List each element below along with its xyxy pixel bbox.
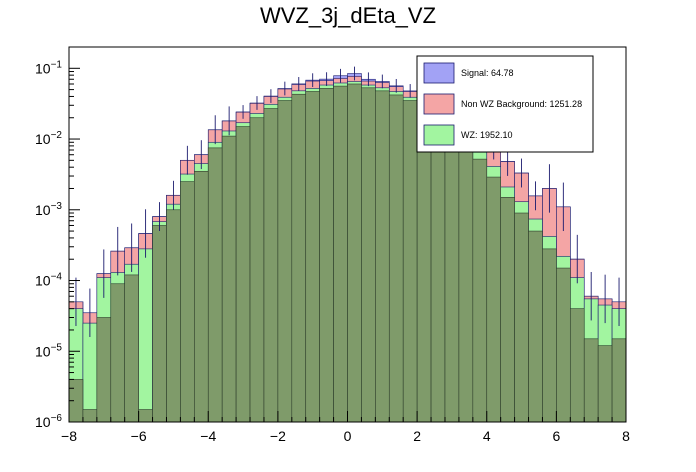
overlay-bar-26 [430,119,446,423]
overlay-bar-33 [528,230,543,423]
y-tick-base: 10 [35,414,51,430]
overlay-bar-8 [180,181,195,423]
y-tick-label: 10−4 [35,272,62,289]
legend-label-signal: Signal: 64.78 [461,68,514,78]
legend-swatch-non-wz-background [423,93,455,115]
overlay-bar-24 [402,100,418,423]
x-tick-label: 6 [552,428,560,444]
overlay-bar-12 [235,126,251,423]
overlay-bar-9 [194,170,209,423]
bar-wz-5 [138,248,153,423]
y-tick-exponent: −3 [51,201,63,212]
overlay-bar-30 [486,176,501,423]
overlay-bar-7 [166,209,181,423]
y-tick-label: 10−1 [35,59,62,76]
overlay-bar-29 [472,158,488,423]
overlay-bar-17 [305,91,320,423]
y-tick-base: 10 [35,273,51,289]
overlay-bar-23 [388,94,404,423]
overlay-bar-21 [361,87,376,423]
legend-swatch-wz [423,124,455,146]
y-tick-exponent: −2 [51,130,63,141]
overlay-bar-16 [291,93,307,423]
x-tick-label: −8 [61,428,77,444]
overlay-bar-28 [458,145,474,423]
x-tick-label: 2 [413,428,421,444]
x-tick-label: 0 [344,428,352,444]
x-tick-label: −6 [131,428,147,444]
legend-label-wz: WZ: 1952.10 [461,130,513,140]
overlay-bar-36 [569,308,585,423]
x-tick-label: −2 [270,428,286,444]
y-tick-base: 10 [35,202,51,218]
overlay-bar-20 [347,83,362,423]
overlay-bar-25 [416,108,432,423]
y-tick-base: 10 [35,343,51,359]
overlay-bar-32 [514,212,529,423]
overlay-bar-27 [444,133,460,423]
y-tick-base: 10 [35,131,51,147]
overlay-bar-15 [277,100,293,423]
chart-title: WVZ_3j_dEta_VZ [259,3,437,28]
overlay-bar-11 [221,135,237,423]
y-tick-base: 10 [35,60,51,76]
overlay-bar-3 [110,283,126,423]
overlay-bar-35 [556,267,571,423]
y-tick-label: 10−2 [35,130,62,147]
axes-layer: −8 −6 −4 −2 0 2 4 6 810−110−210−310−410−510−6 [35,46,630,444]
overlay-bar-39 [611,338,627,423]
overlay-bar-37 [583,338,599,423]
y-tick-exponent: −4 [51,272,63,283]
overlay-bar-5 [138,409,153,423]
overlay-bar-38 [597,345,613,423]
overlay-bar-19 [333,85,348,423]
bar-wz-1 [82,322,98,423]
overlay-bar-6 [152,225,167,423]
overlay-bar-2 [96,317,112,423]
overlay-bar-18 [319,88,334,423]
overlay-bar-34 [542,248,557,423]
x-tick-label: 8 [622,428,630,444]
y-tick-exponent: −5 [51,342,63,353]
legend: Signal: 64.78 Non WZ Background: 1251.28 W… [416,55,594,153]
overlay-bar-14 [263,108,279,423]
y-tick-label: 10−5 [35,342,62,359]
y-tick-exponent: −6 [51,413,63,424]
overlay-bar-4 [124,274,139,423]
legend-label-non-wz-background: Non WZ Background: 1251.28 [461,99,582,109]
overlay-bar-13 [249,117,265,423]
y-tick-exponent: −1 [51,59,63,70]
y-tick-label: 10−3 [35,201,62,218]
x-tick-label: 4 [483,428,491,444]
x-tick-label: −4 [200,428,216,444]
overlay-bar-22 [375,90,390,423]
legend-swatch-signal [423,62,455,84]
overlay-bar-10 [207,147,223,423]
overlay-bar-31 [500,197,515,423]
error-bars-layer [75,66,620,337]
overlay-bar-1 [82,409,98,423]
y-tick-label: 10−6 [35,413,62,430]
